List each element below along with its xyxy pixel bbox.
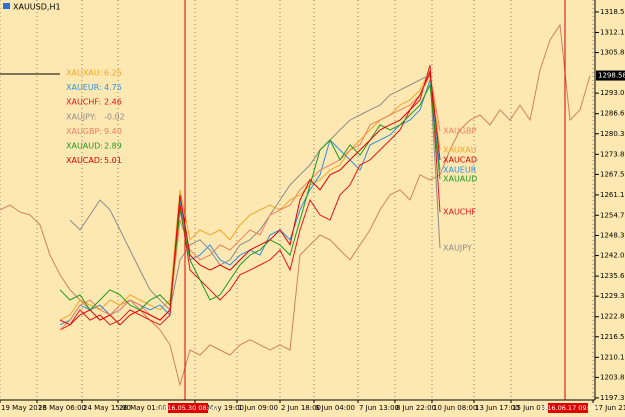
legend-value: 4.75 (104, 83, 122, 92)
y-tick-label: 1216.55 (600, 333, 625, 341)
series-end-label: XAUXAU (443, 146, 477, 155)
series-line (59, 73, 441, 331)
series-line (69, 74, 441, 311)
legend-value: 2.89 (104, 142, 122, 151)
marker-date-label: 2016.05.30 08:00 (159, 404, 217, 412)
legend-label: XAUCHF: (66, 98, 101, 107)
x-tick-label: 19 May 2016 (1, 404, 47, 412)
series-end-label: XAUCAD (443, 155, 477, 164)
y-tick-label: 1312.10 (600, 28, 625, 36)
x-tick-label: 1 Jun 09:00 (238, 404, 278, 412)
y-tick-label: 1273.85 (600, 150, 625, 158)
legend-label: XAUCAD: (66, 156, 103, 165)
legend-value: 6.25 (104, 69, 122, 78)
y-tick-label: 1254.70 (600, 211, 625, 219)
legend-value: 5.01 (104, 156, 122, 165)
axis-panel (0, 401, 596, 417)
chart-title: XAUUSD,H1 (13, 3, 61, 12)
x-tick-label: 8 Jun 22:00 (396, 404, 436, 412)
x-tick-label: 26 May 01:00 (119, 404, 167, 412)
x-tick-label: 17 Jun 21:00 (594, 404, 625, 412)
series-end-label: XAUCHF (443, 208, 476, 217)
y-tick-label: 1286.60 (600, 110, 625, 118)
axis-panel (596, 0, 625, 417)
y-tick-label: 1203.80 (600, 373, 625, 381)
y-tick-label: 1261.10 (600, 191, 625, 199)
legend-label: XAUEUR: (66, 83, 102, 92)
legend-label: XAUGBP: (66, 127, 102, 136)
x-tick-label: 23 May 06:00 (38, 404, 86, 412)
y-tick-label: 1280.30 (600, 130, 625, 138)
y-tick-label: 1210.10 (600, 353, 625, 361)
y-tick-label: 1248.35 (600, 232, 625, 240)
y-tick-label: 1305.80 (600, 49, 625, 57)
series-line (59, 83, 441, 311)
x-tick-label: 2 Jun 18:00 (281, 404, 321, 412)
plot (0, 0, 594, 400)
series-end-label: XAUGBP (443, 126, 476, 135)
last-price-label: 1298.58 (598, 72, 625, 80)
y-tick-label: 1235.60 (600, 272, 625, 280)
y-tick-label: 1267.55 (600, 170, 625, 178)
marker-date-label: 2016.06.17 09:00 (539, 404, 597, 412)
y-tick-label: 1222.85 (600, 313, 625, 321)
series-end-label: XAUEUR (443, 166, 477, 175)
legend-label: XAUJPY: (66, 112, 96, 121)
y-tick-label: 1229.30 (600, 292, 625, 300)
x-tick-label: 6 Jun 04:00 (315, 404, 355, 412)
marker-date-box (168, 403, 208, 413)
y-tick-label: 1293.05 (600, 89, 625, 97)
last-price-box (596, 70, 625, 81)
x-tick-label: 31 May 19:00 (196, 404, 244, 412)
title-icon (3, 3, 10, 9)
x-tick-label: 7 Jun 13:00 (359, 404, 399, 412)
legend-value: 2.46 (104, 98, 122, 107)
marker-date-box (548, 403, 588, 413)
y-tick-label: 1318.55 (600, 8, 625, 16)
x-tick-label: 24 May 15:00 (83, 404, 131, 412)
legend-value: -0.02 (104, 112, 125, 121)
series-end-label: XAUAUD (443, 174, 477, 183)
legend-label: XAUXAU: (66, 69, 102, 78)
y-tick-label: 1197.35 (600, 394, 625, 402)
x-tick-label: 13 Jun 17:00 (475, 404, 519, 412)
series-line (59, 68, 441, 321)
y-tick-label: 1242.05 (600, 252, 625, 260)
series-line (59, 70, 441, 326)
legend-label: XAUAUD: (66, 142, 103, 151)
series-line (59, 64, 441, 331)
x-tick-label: 15 Jun 03:00 (512, 404, 556, 412)
series-end-label: XAUJPY (443, 244, 472, 253)
x-tick-label: 10 Jun 08:00 (433, 404, 477, 412)
legend-value: 9.40 (104, 127, 122, 136)
